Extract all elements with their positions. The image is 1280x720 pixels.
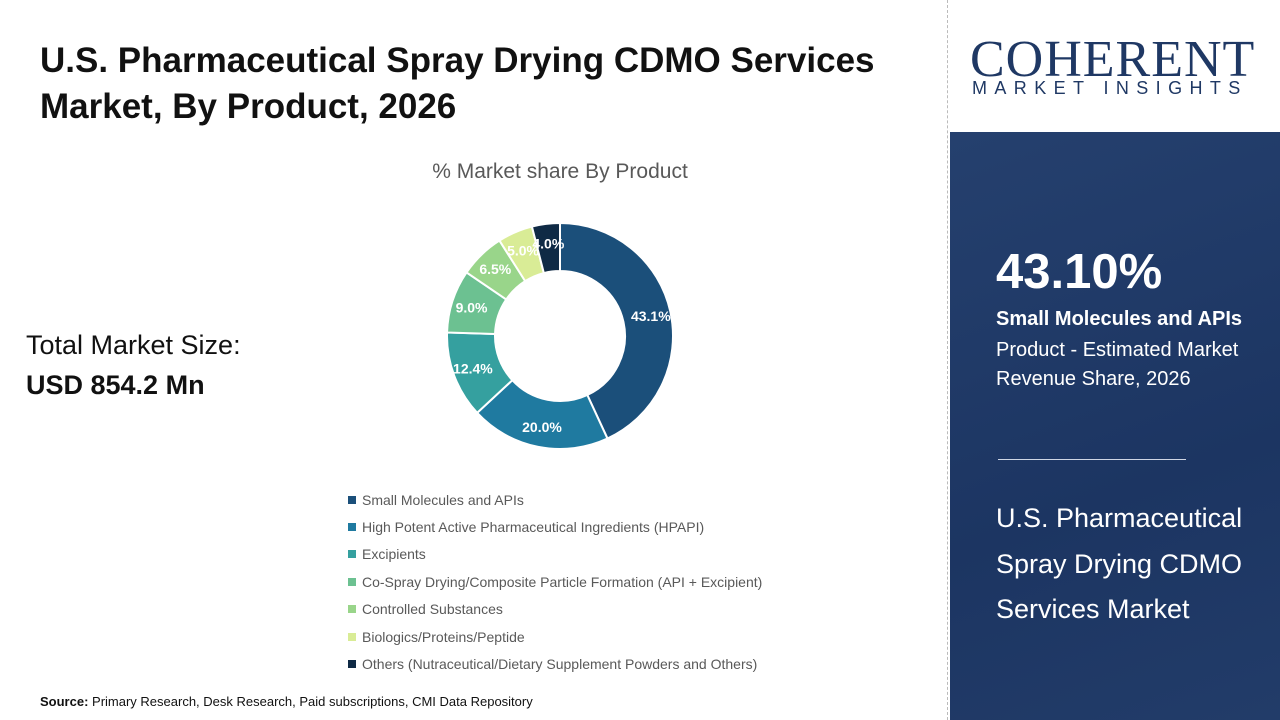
- legend-label: High Potent Active Pharmaceutical Ingred…: [362, 519, 705, 536]
- highlight-segment: Small Molecules and APIs: [996, 308, 1243, 330]
- data-label: 43.1%: [631, 308, 671, 324]
- legend-item: Excipients: [348, 541, 762, 568]
- legend-swatch: [348, 550, 356, 559]
- legend-item: Small Molecules and APIs: [348, 486, 762, 513]
- legend-swatch: [348, 605, 356, 614]
- logo-subtext: MARKET INSIGHTS: [972, 78, 1248, 98]
- panel-divider: [998, 459, 1186, 460]
- legend-label: Excipients: [362, 546, 426, 563]
- source-label: Source:: [40, 694, 89, 709]
- highlight-description: Product - Estimated Market Revenue Share…: [996, 339, 1239, 390]
- data-label: 9.0%: [456, 299, 488, 315]
- chart-title: % Market share By Product: [432, 160, 688, 183]
- data-label: 4.0%: [532, 236, 564, 252]
- legend-swatch: [348, 660, 356, 669]
- total-market-size: Total Market Size: USD 854.2 Mn: [26, 325, 241, 405]
- legend-label: Others (Nutraceutical/Dietary Supplement…: [362, 656, 758, 673]
- divider: [947, 0, 948, 720]
- logo-text: COHERENT: [970, 31, 1256, 88]
- legend-item: Controlled Substances: [348, 596, 762, 623]
- highlight-percent: 43.10%: [996, 245, 1163, 299]
- legend-label: Biologics/Proteins/Peptide: [362, 628, 525, 645]
- legend-label: Controlled Substances: [362, 601, 503, 618]
- legend-swatch: [348, 632, 356, 641]
- total-value: USD 854.2 Mn: [26, 370, 205, 400]
- legend-item: Others (Nutraceutical/Dietary Supplement…: [348, 650, 762, 677]
- page-title: U.S. Pharmaceutical Spray Drying CDMO Se…: [40, 41, 875, 126]
- source-note: Source: Primary Research, Desk Research,…: [40, 694, 533, 709]
- market-name: U.S. Pharmaceutical Spray Drying CDMO Se…: [996, 503, 1243, 624]
- legend-swatch: [348, 523, 356, 532]
- legend-swatch: [348, 577, 356, 586]
- legend-swatch: [348, 495, 356, 504]
- total-label: Total Market Size:: [26, 330, 241, 360]
- source-text: Primary Research, Desk Research, Paid su…: [88, 694, 533, 709]
- data-label: 12.4%: [453, 361, 493, 377]
- data-label: 20.0%: [522, 419, 562, 435]
- legend-label: Co-Spray Drying/Composite Particle Forma…: [362, 573, 763, 590]
- legend-label: Small Molecules and APIs: [362, 491, 524, 508]
- legend-item: High Potent Active Pharmaceutical Ingred…: [348, 513, 762, 540]
- logo: COHERENT MARKET INSIGHTS: [950, 0, 1280, 132]
- highlight-panel: 43.10% Small Molecules and APIs Product …: [950, 132, 1280, 720]
- data-label: 6.5%: [479, 261, 511, 277]
- legend-item: Co-Spray Drying/Composite Particle Forma…: [348, 568, 762, 595]
- donut-chart: 43.1% 20.0% 12.4% 9.0% 6.5% 5.0%4.0%: [446, 221, 674, 450]
- legend-item: Biologics/Proteins/Peptide: [348, 623, 762, 650]
- data-label: 5.0%: [507, 243, 539, 259]
- legend: Small Molecules and APIs High Potent Acti…: [348, 486, 762, 678]
- donut-slice: [559, 221, 674, 440]
- donut-slice: [530, 221, 561, 275]
